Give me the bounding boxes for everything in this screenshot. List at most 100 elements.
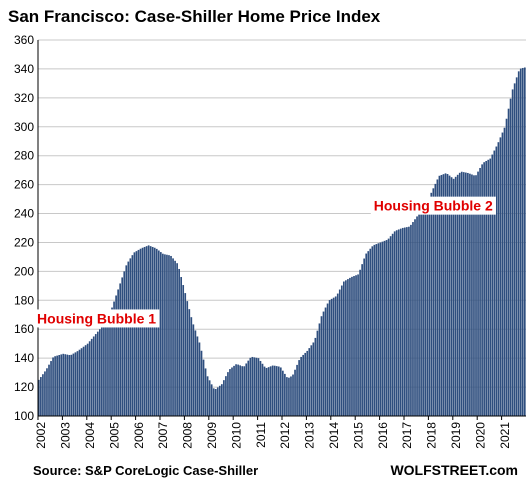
x-tick-label: 2019	[449, 422, 463, 449]
bar	[180, 277, 183, 416]
bar	[225, 376, 227, 416]
bar	[294, 369, 296, 416]
x-tick-label: 2012	[278, 422, 292, 449]
bar	[310, 345, 313, 416]
bar	[129, 258, 132, 416]
bar	[444, 173, 447, 416]
bar	[318, 323, 321, 416]
bar	[99, 329, 101, 416]
annotations: Housing Bubble 1 Housing Bubble 2	[34, 196, 496, 328]
bar	[133, 252, 136, 416]
bar	[467, 172, 469, 416]
bar	[458, 172, 461, 416]
bar	[460, 171, 463, 416]
bar	[397, 229, 400, 416]
bar	[393, 231, 396, 416]
bar	[241, 366, 244, 416]
y-tick-label: 220	[14, 235, 34, 249]
bar	[192, 324, 195, 416]
bar	[422, 210, 424, 416]
bar	[454, 176, 457, 416]
bar	[499, 137, 502, 416]
bar	[517, 71, 520, 416]
bar	[46, 368, 48, 416]
bar	[377, 243, 380, 416]
x-tick-label: 2010	[229, 422, 243, 449]
bar	[229, 369, 231, 416]
bar	[326, 303, 329, 416]
bar	[353, 276, 355, 416]
bar	[125, 265, 128, 416]
bar	[214, 389, 217, 416]
bar	[52, 357, 54, 416]
bar	[218, 385, 221, 416]
bar	[503, 127, 506, 416]
bar	[255, 357, 258, 416]
y-tick-label: 160	[14, 322, 34, 336]
bar	[340, 285, 343, 416]
bar	[245, 363, 248, 416]
bar	[416, 216, 418, 416]
bar	[277, 366, 280, 416]
bar	[153, 247, 156, 416]
bar	[316, 330, 319, 416]
bar	[109, 311, 111, 416]
bar	[408, 226, 410, 416]
bar	[381, 241, 384, 416]
bar	[82, 346, 85, 416]
bar	[174, 260, 176, 416]
bar	[436, 179, 439, 416]
source-note: Source: S&P CoreLogic Case-Shiller	[33, 463, 258, 478]
bar	[302, 354, 305, 416]
bar	[418, 214, 420, 416]
bar	[399, 228, 402, 416]
bar	[485, 160, 488, 416]
bar	[489, 158, 492, 416]
bar	[426, 202, 429, 416]
bar	[420, 212, 422, 416]
bar	[56, 355, 58, 416]
bar	[233, 365, 235, 416]
bar	[401, 227, 404, 416]
x-tick-label: 2021	[498, 422, 512, 449]
bar	[105, 318, 107, 416]
bar	[54, 356, 56, 416]
bar	[430, 192, 433, 416]
bar	[501, 132, 504, 417]
bar	[267, 367, 270, 416]
bar	[273, 365, 276, 416]
y-tick-label: 200	[14, 264, 34, 278]
bar	[188, 309, 191, 416]
bar	[312, 342, 315, 416]
x-tick-label: 2003	[59, 422, 73, 449]
bar	[495, 146, 498, 416]
bar	[332, 297, 335, 416]
annotation-label: Housing Bubble 2	[374, 198, 493, 214]
x-tick-label: 2020	[473, 422, 487, 449]
bar	[86, 343, 89, 416]
bar	[253, 357, 256, 416]
bar	[70, 354, 73, 416]
bar	[395, 230, 398, 416]
bar	[176, 263, 178, 416]
bar	[462, 172, 465, 416]
bar	[306, 350, 309, 416]
bar	[365, 253, 368, 416]
bar	[50, 361, 52, 416]
bar	[121, 277, 124, 416]
x-tick-label: 2017	[400, 422, 414, 449]
bar	[251, 356, 254, 416]
bar	[373, 244, 376, 416]
bar	[235, 364, 237, 416]
x-tick-label: 2008	[181, 422, 195, 449]
bar	[149, 246, 152, 416]
bar	[257, 358, 260, 416]
bar	[62, 353, 65, 416]
bar	[265, 367, 268, 416]
bar	[155, 248, 158, 416]
bar	[210, 384, 213, 416]
bar	[178, 268, 180, 416]
bar	[186, 301, 189, 416]
x-tick-label: 2014	[327, 422, 341, 449]
